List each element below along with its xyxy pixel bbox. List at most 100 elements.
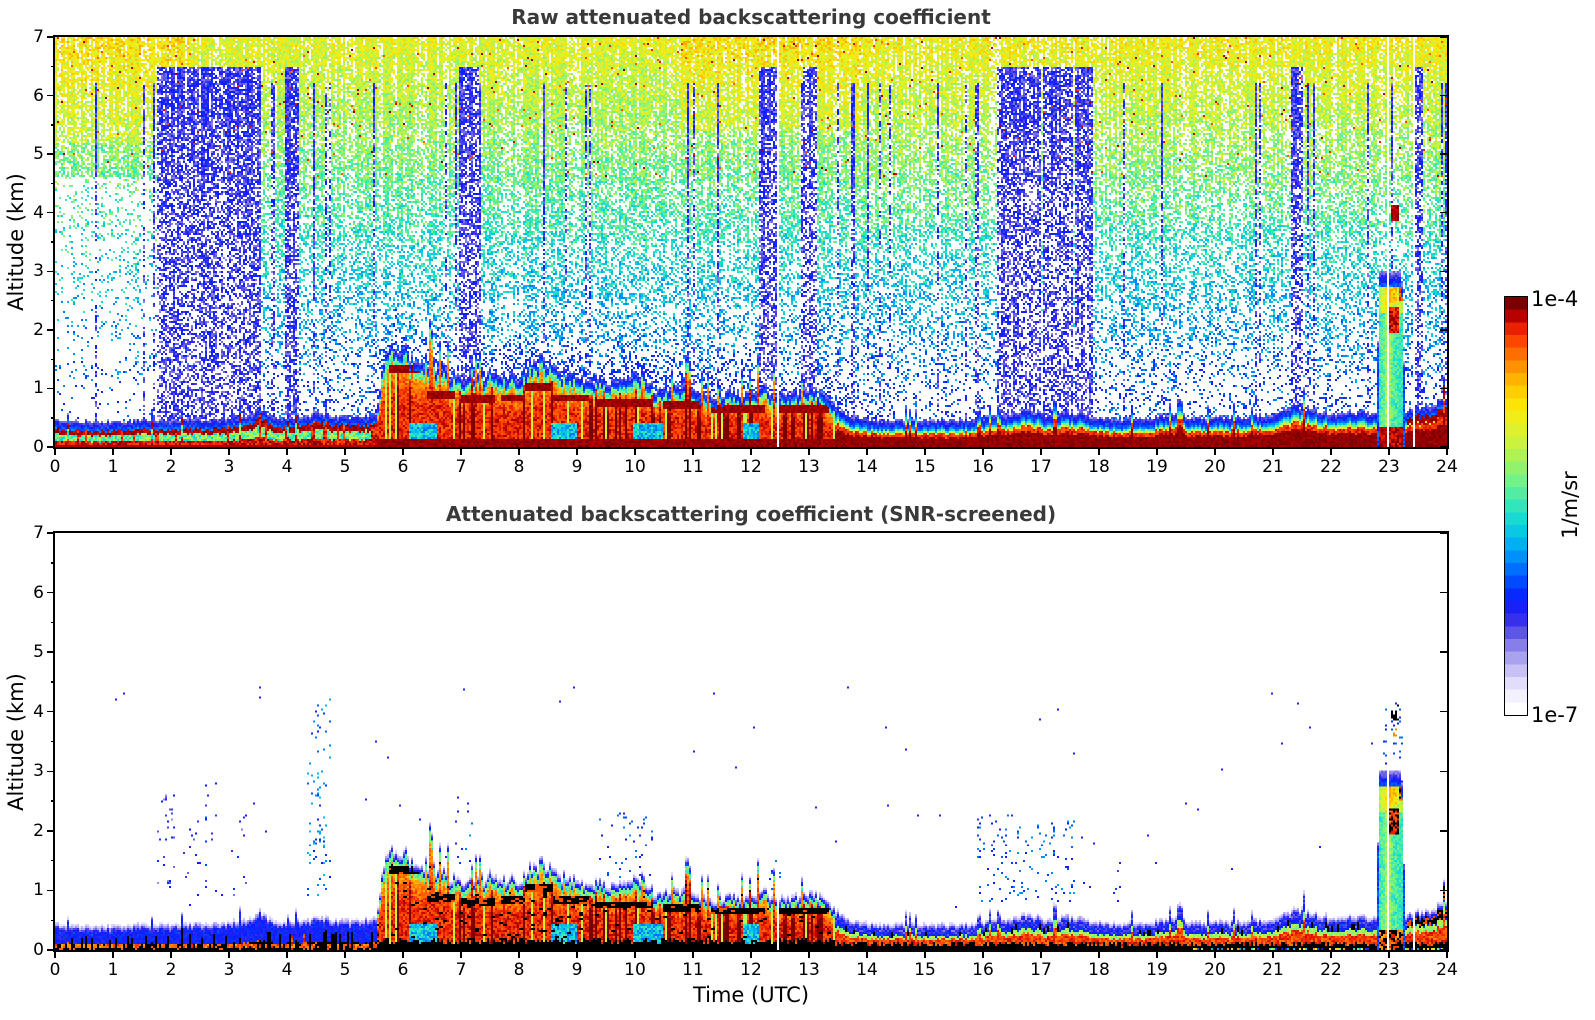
x-tick-label-bottom-panel: 15 (914, 960, 936, 980)
x-tick-top-panel (634, 447, 636, 455)
y-tick-label-top-panel: 2 (33, 319, 44, 340)
y-tick-right-bottom-panel (1440, 830, 1447, 832)
x-tick-label-bottom-panel: 21 (1262, 960, 1284, 980)
x-tick-label-bottom-panel: 20 (1204, 960, 1226, 980)
x-tick-label-top-panel: 17 (1030, 457, 1052, 477)
x-tick-bottom-panel (634, 950, 636, 958)
x-tick-label-bottom-panel: 5 (339, 960, 351, 980)
x-tick-top-panel (1040, 447, 1042, 455)
x-tick-top-panel (402, 447, 404, 455)
x-tick-bottom-panel (286, 950, 288, 958)
x-tick-bottom-panel (460, 950, 462, 958)
x-tick-bottom-panel (866, 950, 868, 958)
y-tick-top-panel (47, 329, 55, 331)
x-tick-top-panel (54, 447, 56, 455)
x-tick-label-bottom-panel: 24 (1436, 960, 1458, 980)
x-tick-bottom-panel (1156, 950, 1158, 958)
x-tick-label-top-panel: 2 (165, 457, 177, 477)
x-tick-top-panel (1214, 447, 1216, 455)
bottom-panel-title: Attenuated backscattering coefficient (S… (445, 502, 1057, 526)
y-tick-label-bottom-panel: 5 (33, 642, 44, 663)
y-tick-top-panel (47, 446, 55, 448)
x-tick-bottom-panel (1388, 950, 1390, 958)
x-tick-bottom-panel (228, 950, 230, 958)
x-tick-label-bottom-panel: 7 (455, 960, 467, 980)
screened-backscatter-heatmap (53, 531, 1449, 952)
x-tick-bottom-panel (112, 950, 114, 958)
x-tick-label-top-panel: 19 (1146, 457, 1168, 477)
y-tick-top-panel (47, 270, 55, 272)
y-minor-tick-bottom-panel (51, 681, 55, 683)
y-axis-label-top-panel: Altitude (km) (4, 173, 28, 311)
y-minor-tick-top-panel (51, 182, 55, 185)
x-tick-top-panel (112, 447, 114, 455)
y-minor-tick-bottom-panel (51, 860, 55, 862)
x-tick-label-top-panel: 12 (740, 457, 762, 477)
x-tick-label-bottom-panel: 8 (513, 960, 525, 980)
x-tick-bottom-panel (924, 950, 926, 958)
x-tick-top-panel (286, 447, 288, 455)
x-tick-bottom-panel (1040, 950, 1042, 958)
x-tick-label-bottom-panel: 13 (798, 960, 820, 980)
y-minor-tick-top-panel (51, 65, 55, 68)
y-tick-top-panel (47, 212, 55, 214)
x-tick-label-bottom-panel: 11 (682, 960, 704, 980)
y-minor-tick-top-panel (51, 417, 55, 419)
colorbar-gradient (1505, 297, 1527, 715)
x-tick-label-top-panel: 11 (682, 457, 704, 477)
y-tick-right-top-panel (1440, 36, 1447, 38)
y-tick-label-top-panel: 5 (33, 144, 44, 165)
y-tick-right-top-panel (1440, 387, 1447, 390)
x-tick-top-panel (750, 447, 752, 455)
y-tick-label-bottom-panel: 7 (33, 523, 44, 543)
screened-backscatter-canvas (55, 533, 1447, 950)
x-tick-label-top-panel: 22 (1320, 457, 1342, 477)
y-tick-label-bottom-panel: 3 (33, 761, 44, 782)
y-tick-label-top-panel: 1 (33, 378, 44, 399)
x-tick-top-panel (692, 447, 694, 455)
y-tick-label-bottom-panel: 4 (33, 701, 44, 722)
raw-backscatter-canvas (55, 37, 1447, 447)
x-tick-top-panel (808, 447, 810, 455)
y-tick-right-bottom-panel (1440, 889, 1447, 892)
y-tick-right-top-panel (1440, 153, 1447, 155)
x-tick-label-bottom-panel: 14 (856, 960, 878, 980)
x-tick-bottom-panel (344, 950, 346, 958)
x-tick-label-top-panel: 9 (571, 457, 583, 477)
y-tick-right-bottom-panel (1440, 591, 1447, 594)
x-tick-bottom-panel (1098, 950, 1100, 958)
x-tick-label-bottom-panel: 10 (624, 960, 646, 980)
raw-backscatter-heatmap (53, 35, 1449, 449)
x-tick-label-bottom-panel: 16 (972, 960, 994, 980)
y-tick-right-top-panel (1440, 446, 1447, 448)
y-tick-right-bottom-panel (1440, 770, 1447, 772)
y-tick-right-bottom-panel (1440, 651, 1447, 653)
x-tick-label-bottom-panel: 2 (165, 960, 177, 980)
y-minor-tick-bottom-panel (51, 919, 55, 921)
y-tick-right-top-panel (1440, 212, 1447, 214)
x-tick-bottom-panel (518, 950, 520, 958)
y-tick-bottom-panel (47, 651, 55, 653)
y-tick-label-top-panel: 6 (33, 85, 44, 106)
x-tick-label-bottom-panel: 23 (1378, 960, 1400, 980)
x-tick-top-panel (1098, 447, 1100, 455)
x-tick-label-top-panel: 7 (455, 457, 467, 477)
x-tick-top-panel (1272, 447, 1274, 455)
y-minor-tick-bottom-panel (51, 621, 55, 624)
y-tick-top-panel (47, 94, 55, 97)
y-minor-tick-top-panel (51, 124, 55, 126)
x-tick-top-panel (866, 447, 868, 455)
y-tick-label-top-panel: 7 (33, 27, 44, 47)
y-tick-bottom-panel (47, 889, 55, 892)
y-minor-tick-top-panel (51, 299, 55, 302)
y-tick-right-top-panel (1440, 270, 1447, 272)
y-tick-top-panel (47, 387, 55, 390)
y-minor-tick-top-panel (51, 241, 55, 243)
y-tick-right-bottom-panel (1440, 711, 1447, 713)
x-tick-bottom-panel (1214, 950, 1216, 958)
y-tick-right-top-panel (1440, 94, 1447, 97)
y-tick-top-panel (47, 36, 55, 38)
x-tick-label-top-panel: 20 (1204, 457, 1226, 477)
y-tick-label-bottom-panel: 0 (33, 940, 44, 960)
y-minor-tick-bottom-panel (51, 562, 55, 564)
